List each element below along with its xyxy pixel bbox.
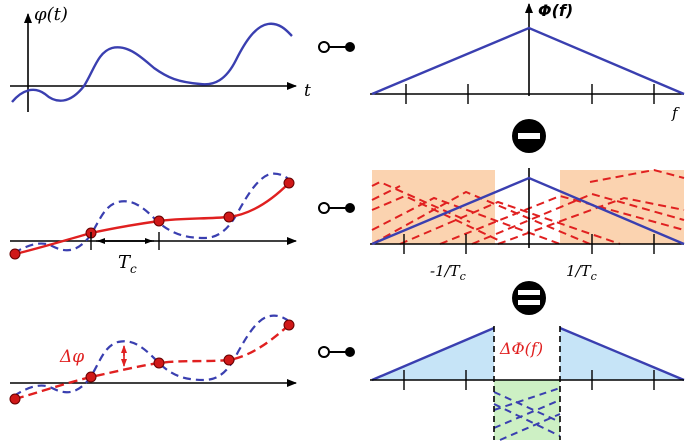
row2-pos-freq-label: 1/Tc bbox=[566, 262, 597, 283]
row1-spectrum-plot: Φ(f) f bbox=[370, 1, 685, 122]
sample-point bbox=[283, 319, 295, 331]
fourier-pair-icon bbox=[318, 346, 355, 358]
row1-spectrum-triangle bbox=[371, 26, 685, 96]
equals-operator-icon bbox=[512, 281, 546, 315]
row3-residual-right-edge bbox=[559, 326, 685, 382]
row3-delta-phi-label: Δφ bbox=[59, 347, 84, 367]
row2-sampling-plot: Tc bbox=[9, 172, 297, 276]
row3-aliased-copies bbox=[493, 387, 561, 441]
sample-point bbox=[9, 248, 21, 260]
row3-error-curve bbox=[14, 324, 290, 401]
row2-alias-region-right bbox=[560, 170, 684, 244]
row2-f-ticks bbox=[403, 234, 655, 254]
row3-residual-left-edge bbox=[371, 326, 495, 382]
row2-alias-copies bbox=[371, 168, 685, 245]
row1-spectrum-label: Φ(f) bbox=[538, 1, 573, 20]
row1-phase-curve bbox=[11, 22, 293, 103]
minus-operator-icon bbox=[512, 119, 546, 153]
row1-freq-label: f bbox=[671, 104, 680, 122]
row1-time-label: t bbox=[304, 81, 311, 101]
fourier-pair-icon bbox=[318, 41, 355, 53]
row3-error-plot: Δφ bbox=[9, 314, 297, 405]
row3-error-spectrum: ΔΦ(f) bbox=[370, 326, 685, 441]
sample-point bbox=[223, 354, 235, 366]
row3-sample-points bbox=[9, 319, 295, 405]
row2-aliasing-plot: -1/Tc 1/Tc bbox=[370, 168, 685, 283]
row1-f-ticks bbox=[405, 84, 655, 104]
sample-point bbox=[85, 371, 97, 383]
row3-f-ticks bbox=[403, 370, 655, 390]
row2-sampling-label: Tc bbox=[118, 252, 137, 276]
sample-point bbox=[153, 215, 165, 227]
row3-delta-spectrum-label: ΔΦ(f) bbox=[499, 339, 543, 358]
sample-point bbox=[9, 393, 21, 405]
row2-neg-freq-label: -1/Tc bbox=[430, 262, 466, 283]
sample-point bbox=[223, 211, 235, 223]
row2-alias-region-left bbox=[372, 170, 495, 244]
row1-signal-label: φ(t) bbox=[34, 4, 68, 25]
row2-spectrum-triangle bbox=[371, 176, 685, 246]
sample-point bbox=[283, 177, 295, 189]
row1-time-plot: φ(t) t bbox=[10, 4, 311, 112]
fourier-pair-icon bbox=[318, 202, 355, 214]
sample-point bbox=[153, 357, 165, 369]
row3-original-dashed bbox=[13, 314, 293, 397]
